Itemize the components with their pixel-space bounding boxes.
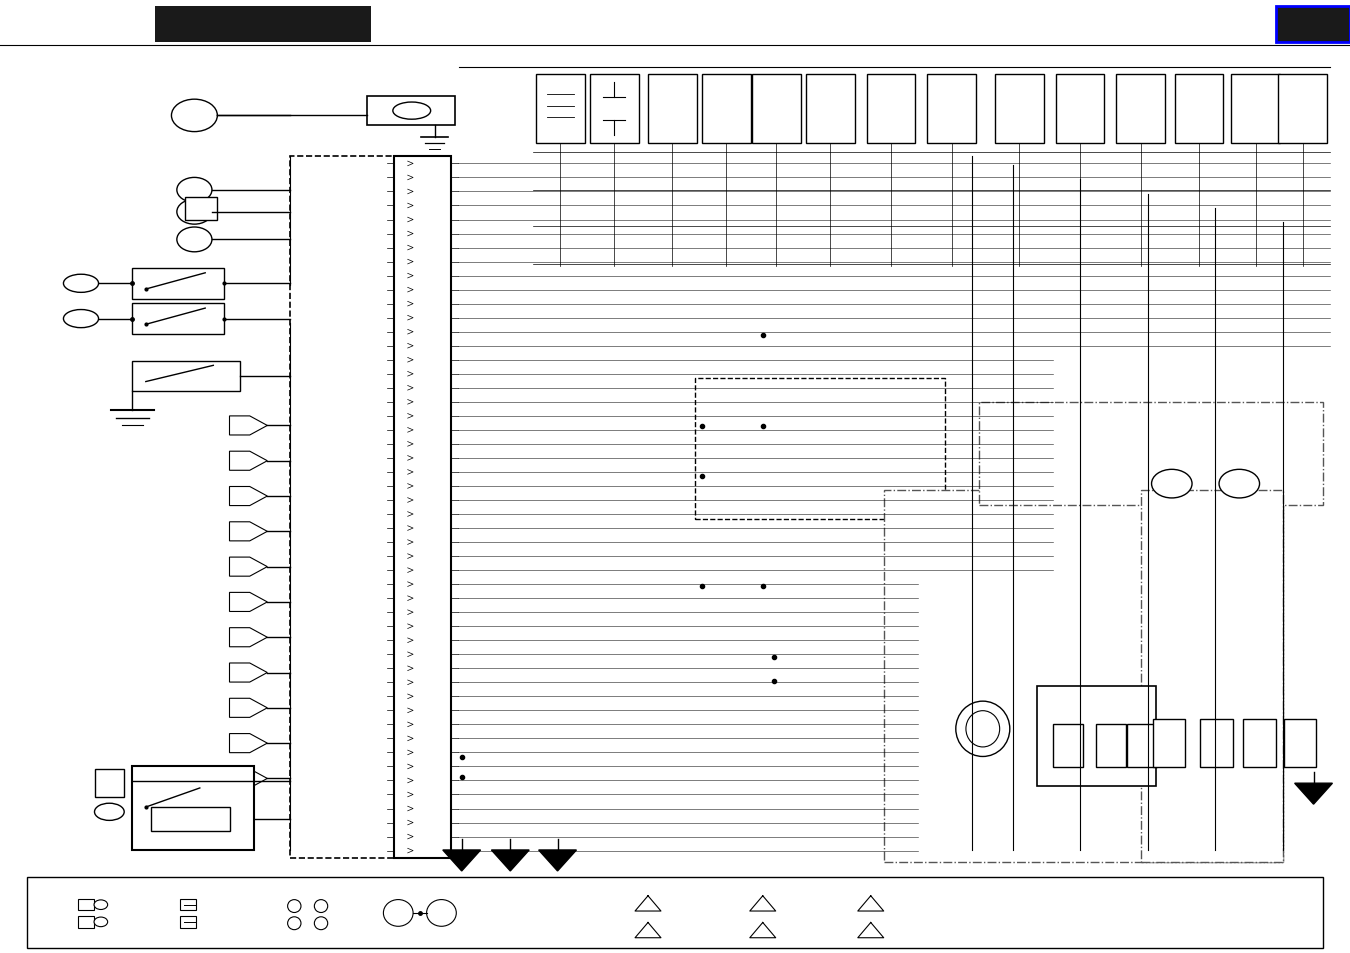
Ellipse shape — [315, 917, 328, 930]
Polygon shape — [539, 850, 576, 871]
Bar — [590, 75, 639, 144]
Circle shape — [177, 200, 212, 225]
Polygon shape — [230, 593, 267, 612]
Bar — [1278, 75, 1327, 144]
Bar — [155, 7, 371, 43]
Polygon shape — [230, 522, 267, 541]
Bar — [1096, 724, 1126, 767]
Bar — [151, 807, 230, 831]
Bar — [927, 75, 976, 144]
Polygon shape — [230, 769, 267, 788]
Bar — [1284, 720, 1316, 767]
Bar — [1231, 75, 1280, 144]
Bar — [1037, 686, 1156, 786]
Polygon shape — [230, 452, 267, 471]
Bar — [95, 769, 124, 798]
Bar — [995, 75, 1044, 144]
Circle shape — [171, 100, 217, 132]
Circle shape — [177, 178, 212, 203]
Bar — [1243, 720, 1276, 767]
Bar — [132, 766, 254, 850]
Bar — [1056, 75, 1104, 144]
Ellipse shape — [63, 275, 99, 294]
Polygon shape — [230, 487, 267, 506]
Polygon shape — [230, 628, 267, 647]
Polygon shape — [443, 850, 481, 871]
Polygon shape — [230, 734, 267, 753]
Bar — [1174, 75, 1223, 144]
Bar — [1276, 7, 1350, 43]
Bar — [132, 304, 224, 335]
Bar — [78, 900, 93, 910]
Bar — [536, 75, 585, 144]
Polygon shape — [230, 663, 267, 682]
Bar — [1153, 720, 1185, 767]
Bar — [867, 75, 915, 144]
Circle shape — [95, 917, 108, 926]
Bar — [702, 75, 751, 144]
Bar — [132, 361, 240, 392]
Polygon shape — [230, 416, 267, 436]
Bar — [695, 378, 945, 519]
Bar — [181, 917, 196, 927]
Circle shape — [1152, 470, 1192, 498]
Ellipse shape — [393, 103, 431, 120]
Ellipse shape — [63, 311, 99, 328]
Bar — [1127, 724, 1157, 767]
Polygon shape — [1295, 783, 1332, 804]
Bar — [884, 491, 1282, 862]
Bar — [979, 402, 1323, 505]
Bar — [27, 877, 1323, 948]
Polygon shape — [230, 558, 267, 577]
Bar — [185, 198, 217, 221]
Bar — [290, 157, 405, 858]
Circle shape — [1219, 470, 1260, 498]
Ellipse shape — [965, 711, 999, 747]
Ellipse shape — [315, 900, 328, 913]
Ellipse shape — [288, 900, 301, 913]
Bar — [1141, 491, 1282, 862]
Ellipse shape — [427, 900, 456, 926]
Bar — [367, 97, 455, 126]
Bar — [752, 75, 801, 144]
Polygon shape — [491, 850, 529, 871]
Bar — [78, 917, 93, 927]
Circle shape — [95, 900, 108, 909]
Bar — [806, 75, 855, 144]
Polygon shape — [230, 699, 267, 718]
Bar — [181, 900, 196, 910]
Ellipse shape — [383, 900, 413, 926]
Ellipse shape — [288, 917, 301, 930]
Ellipse shape — [956, 701, 1010, 757]
Ellipse shape — [95, 803, 124, 821]
Bar — [394, 157, 451, 858]
Bar — [1200, 720, 1233, 767]
Bar — [648, 75, 697, 144]
Bar — [1116, 75, 1165, 144]
Bar — [132, 269, 224, 299]
Bar — [1053, 724, 1083, 767]
Circle shape — [177, 228, 212, 253]
